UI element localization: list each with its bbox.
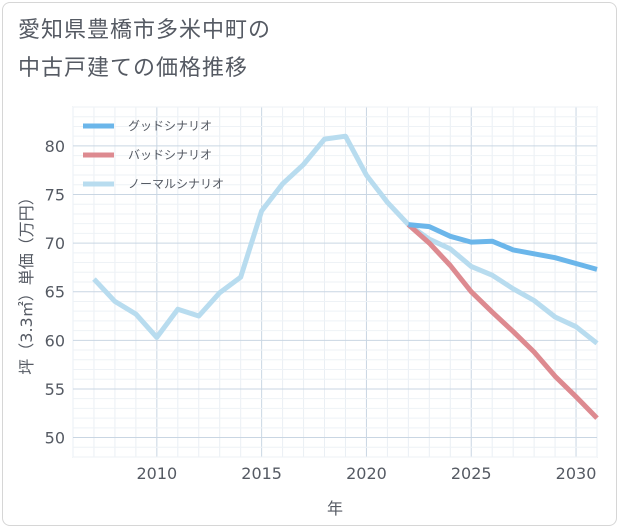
axis-ticks: 2010 2015 2020 2025 2030 50 55 60 65 70 75 80 [45,137,597,483]
x-tick-label: 2025 [451,464,492,483]
x-tick-label: 2030 [556,464,597,483]
chart-title-line-1: 愛知県豊橋市多米中町の [18,18,272,43]
series-line-good [408,222,598,272]
legend-label-bad: バッドシナリオ [128,148,212,162]
chart-card [2,2,617,526]
legend-label-good: グッドシナリオ [128,119,212,133]
chart-title-line-2: 中古戸建ての価格推移 [18,56,249,81]
x-axis-label: 年 [327,499,343,518]
y-tick-label: 70 [45,234,65,253]
x-tick-label: 2010 [136,464,177,483]
chart-title: 愛知県豊橋市多米中町の 中古戸建ての価格推移 [18,12,438,88]
series-line-bad [406,222,599,420]
y-tick-label: 50 [45,429,65,448]
y-tick-label: 65 [45,283,65,302]
y-axis-label: 坪（3.3㎡）単価（万円） [17,189,36,374]
y-tick-label: 60 [45,331,65,350]
series-line-normal [92,133,599,346]
series-lines [92,133,599,420]
legend-label-normal: ノーマルシナリオ [128,177,224,191]
x-tick-label: 2015 [241,464,282,483]
y-tick-label: 55 [45,380,65,399]
y-tick-label: 80 [45,137,65,156]
x-tick-label: 2020 [346,464,387,483]
y-tick-label: 75 [45,186,65,205]
